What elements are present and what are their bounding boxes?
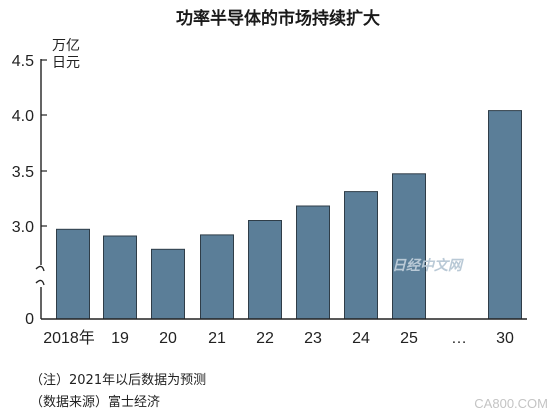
y-tick-label-4-5: 4.5 bbox=[12, 53, 34, 70]
y-unit-line-2: 日元 bbox=[52, 55, 80, 71]
category-label-30: 30 bbox=[496, 330, 514, 347]
bar-21 bbox=[200, 234, 234, 320]
bar-30 bbox=[488, 110, 522, 320]
y-tick-marks bbox=[41, 59, 47, 227]
y-tick-label-4-0: 4.0 bbox=[12, 108, 34, 125]
bar-23 bbox=[296, 205, 330, 320]
bar-25 bbox=[392, 173, 426, 320]
bar-19 bbox=[103, 235, 137, 320]
category-label-20: 20 bbox=[159, 330, 177, 347]
watermark-logo: 日经中文网 bbox=[392, 257, 464, 274]
category-labels: 2018年 19 20 21 22 23 24 25 30 bbox=[43, 329, 514, 347]
y-tick-label-3-0: 3.0 bbox=[12, 219, 34, 236]
y-unit-line-1: 万亿 bbox=[52, 38, 80, 54]
y-tick-label-0: 0 bbox=[25, 311, 34, 328]
category-label-25: 25 bbox=[400, 330, 418, 347]
bar-22 bbox=[248, 220, 282, 320]
category-gap-ellipsis: … bbox=[451, 330, 467, 347]
category-label-24: 24 bbox=[352, 330, 370, 347]
bars-group bbox=[56, 110, 522, 320]
category-label-2018: 2018年 bbox=[43, 329, 95, 347]
category-label-22: 22 bbox=[256, 330, 274, 347]
corner-watermark: CA800.COM bbox=[474, 396, 548, 411]
category-label-21: 21 bbox=[208, 330, 226, 347]
category-label-23: 23 bbox=[304, 330, 322, 347]
chart-title: 功率半导体的市场持续扩大 bbox=[176, 8, 380, 29]
axis-break-mark bbox=[35, 265, 45, 286]
bar-2018 bbox=[56, 228, 90, 320]
y-tick-label-3-5: 3.5 bbox=[12, 164, 34, 181]
note-forecast: （注）2021年以后数据为预测 bbox=[30, 373, 206, 388]
category-label-19: 19 bbox=[111, 330, 129, 347]
bar-20 bbox=[151, 248, 185, 320]
bar-24 bbox=[344, 191, 378, 320]
note-source: （数据来源）富士经济 bbox=[30, 394, 160, 410]
